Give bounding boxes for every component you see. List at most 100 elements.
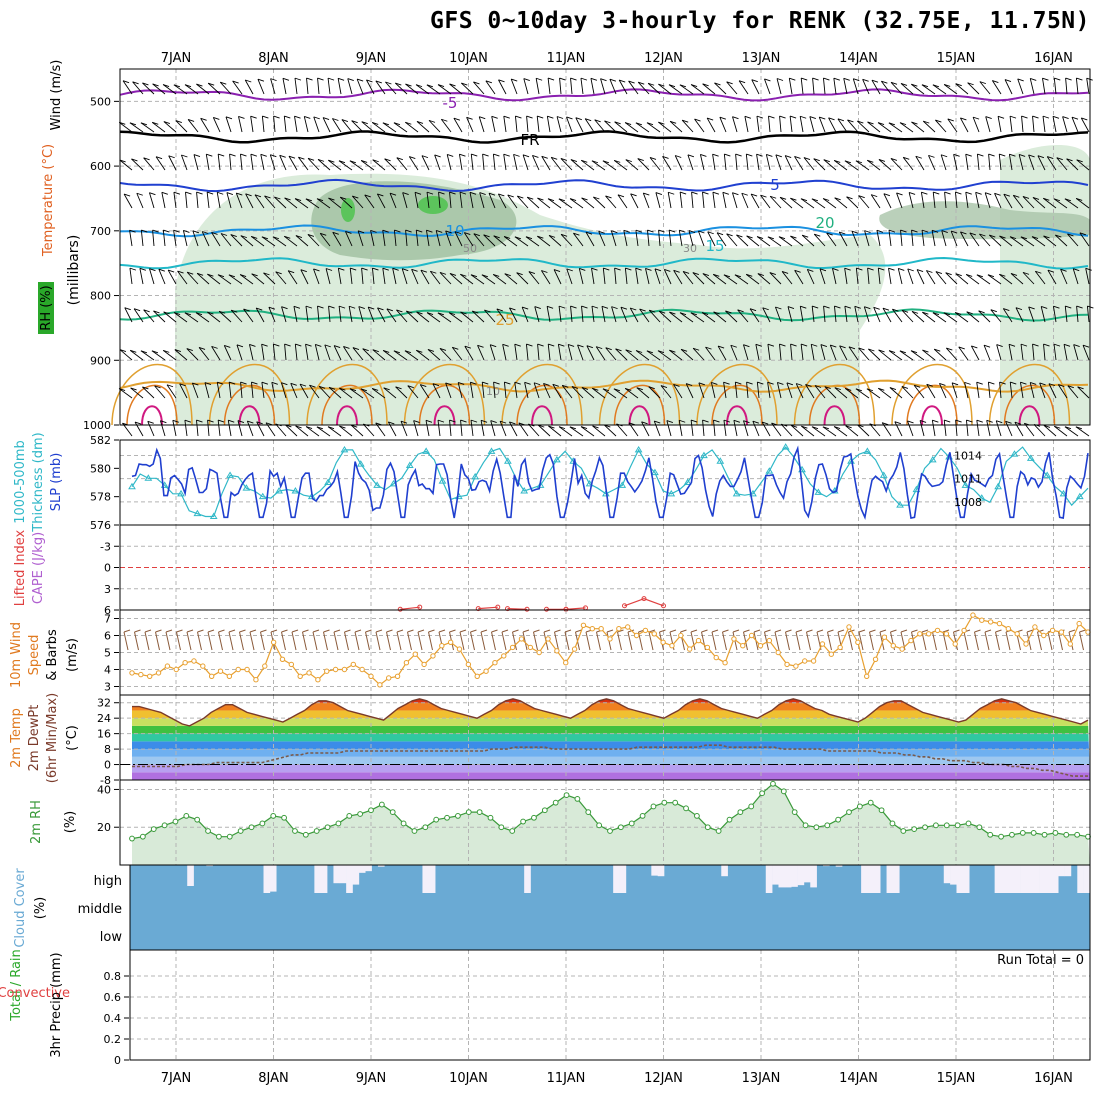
wind-barb-flag [261, 343, 268, 347]
wind-barb-flag [911, 121, 918, 125]
wind-barb-flag [293, 305, 301, 309]
label-2m-temp: 2m Temp [9, 708, 24, 768]
wind-barb-flag [1054, 77, 1061, 81]
rh-point [389, 809, 396, 816]
wind-barb [762, 307, 771, 323]
wind-barb [282, 78, 287, 95]
wind-barb-flag [559, 77, 566, 81]
wind-barb [332, 232, 342, 247]
surface-wind-barb-flag [155, 629, 162, 633]
wind-barb [177, 270, 188, 285]
label-wind: Wind (m/s) [49, 60, 64, 131]
wind-barb [598, 231, 606, 247]
surface-wind-barb-flag [543, 629, 551, 633]
wind-barb-flag [360, 388, 368, 392]
rh-point [129, 835, 135, 842]
wind-barb [1042, 116, 1046, 133]
wind-barb-flag [878, 349, 885, 353]
cloud-high-gap [1039, 865, 1046, 893]
surface-wind-barb [953, 631, 958, 651]
wind-barb-flag [243, 308, 250, 312]
surface-wind-barb-flag [816, 629, 824, 633]
cloud-high-gap [320, 865, 328, 893]
wind-barb [965, 274, 980, 285]
wind-barb-flag [732, 116, 739, 120]
wind-barb-flag [220, 81, 227, 85]
rh-point [617, 824, 624, 831]
wind-barb [425, 420, 430, 437]
wind-barb-flag [141, 229, 148, 233]
wind-barb [196, 272, 210, 285]
wind-barb-flag [320, 232, 327, 236]
wind-barb-flag [414, 191, 422, 195]
wind-barb [1043, 425, 1057, 437]
wind-barb-flag [873, 306, 880, 310]
wind-barb [966, 420, 969, 437]
wind-barb [698, 382, 705, 399]
wind-barb-flag [787, 306, 795, 309]
wind-barb-flag [853, 78, 860, 82]
date-label-bottom: 14JAN [839, 1071, 878, 1086]
wind-barb [294, 344, 298, 361]
wind-barb [811, 198, 826, 209]
surface-wind-barb [848, 631, 853, 651]
wind-barb-flag [1013, 194, 1020, 198]
rh-point [313, 828, 320, 834]
wind-barb [713, 311, 727, 323]
wind-barb [642, 192, 650, 209]
wind-barb-flag [614, 159, 621, 163]
wind-barb [413, 420, 419, 437]
wind-barb [776, 78, 782, 95]
wind-barb-flag [366, 79, 373, 83]
wind-barb-flag [496, 308, 503, 312]
wind-barb-flag [470, 274, 478, 278]
wind-barb [625, 159, 639, 171]
wind-barb-flag [436, 230, 443, 233]
wind-barb-flag [288, 270, 295, 274]
wind-barb [406, 310, 419, 323]
surface-wind-barb-flag [249, 629, 257, 633]
cloud-high-gap [822, 865, 830, 867]
surface-wind-barb [1037, 631, 1042, 651]
wind-barb-flag [143, 309, 150, 313]
wind-barb [998, 154, 1002, 171]
wind-barb [386, 308, 397, 323]
wind-barb-flag [851, 230, 859, 234]
wind-barb [557, 344, 562, 361]
wind-barb-flag [294, 77, 302, 81]
wind-barb [600, 78, 606, 95]
wind-barb-flag [916, 269, 924, 273]
wind-barb-flag [602, 160, 610, 164]
rh-point [139, 833, 146, 840]
wind-barb [756, 154, 760, 171]
wind-barb-flag [172, 419, 179, 423]
wind-barb-flag [458, 382, 465, 385]
wind-barb-flag [766, 153, 773, 157]
surface-wind-barb [711, 631, 717, 651]
wind-barb-flag [868, 348, 875, 352]
wind-barb-flag [590, 77, 598, 81]
wind-barb [702, 192, 705, 209]
wind-barb [844, 268, 848, 285]
wind-barb [393, 350, 408, 361]
wind-barb-flag [228, 419, 235, 423]
wind-barb [776, 382, 782, 399]
surface-wind-barb [827, 631, 832, 651]
wind-barb [964, 382, 969, 399]
wind-barb-flag [823, 159, 830, 163]
wind-barb-flag [716, 232, 724, 236]
wind-barb-flag [997, 115, 1005, 119]
rh-point [965, 820, 972, 827]
wind-barb [140, 350, 155, 361]
wind-barb [969, 232, 980, 247]
wind-barb [124, 307, 133, 323]
wind-barb [537, 424, 551, 437]
wind-barb [995, 420, 1002, 437]
wind-barb [339, 425, 353, 437]
precip-frame [129, 949, 1091, 1061]
wind-barb-flag [819, 268, 827, 272]
wind-barb-flag [328, 197, 335, 201]
wind-barb-flag [803, 157, 811, 160]
slp-line [131, 445, 1089, 520]
